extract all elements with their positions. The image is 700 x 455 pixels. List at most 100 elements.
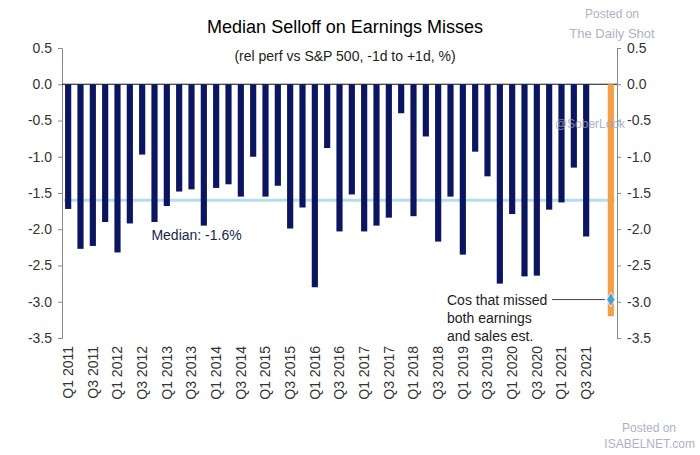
y-tick: -1.0 — [28, 149, 62, 165]
x-tick-label: Q1 2021 — [553, 346, 569, 400]
x-tick-label: Q1 2011 — [60, 346, 76, 399]
x-tick: Q3 2018 — [430, 346, 446, 400]
y2-tick: -2.5 — [617, 257, 651, 273]
annotation: Cos that missedboth earningsand sales es… — [447, 292, 605, 344]
y-tick-mark — [58, 157, 62, 158]
x-tick-label: Q3 2016 — [331, 346, 347, 400]
x-tick: Q1 2019 — [455, 346, 471, 400]
y2-tick-label: -3.5 — [627, 330, 651, 346]
x-tick-label: Q3 2020 — [529, 346, 545, 400]
y-tick: 0.0 — [33, 76, 62, 92]
annotation-text: both earnings — [447, 310, 532, 326]
bar — [275, 84, 281, 186]
bar — [534, 84, 540, 275]
y-tick: -2.0 — [28, 221, 62, 237]
bar — [361, 84, 367, 231]
y-tick: 0.5 — [33, 40, 62, 56]
y2-tick-mark — [617, 338, 621, 339]
x-tick-label: Q3 2021 — [578, 346, 594, 400]
y-tick-mark — [58, 229, 62, 230]
bar — [373, 84, 379, 225]
subtitle: (rel perf vs S&P 500, -1d to +1d, %) — [234, 48, 455, 64]
y-tick: -1.5 — [28, 185, 62, 201]
y2-tick-label: -2.5 — [627, 257, 651, 273]
x-tick: Q1 2021 — [553, 346, 569, 400]
bar — [90, 84, 96, 246]
x-tick-label: Q3 2019 — [479, 346, 495, 400]
y2-tick-label: -3.0 — [627, 294, 651, 310]
bar — [225, 84, 231, 184]
y-tick: -3.0 — [28, 294, 62, 310]
bar — [447, 84, 453, 196]
bar — [262, 84, 268, 196]
y-tick: -3.5 — [28, 330, 62, 346]
bar — [139, 84, 145, 154]
chart: Median Selloff on Earnings Misses(rel pe… — [0, 0, 700, 455]
y-tick-label: -2.5 — [28, 257, 52, 273]
y2-tick-label: -0.5 — [627, 112, 651, 128]
y-tick-mark — [58, 338, 62, 339]
y2-tick-label: 0.5 — [627, 40, 647, 56]
annotation-leader — [552, 299, 605, 300]
x-tick-label: Q1 2013 — [159, 346, 175, 400]
x-tick: Q3 2019 — [479, 346, 495, 400]
x-tick-label: Q3 2018 — [430, 346, 446, 400]
annotation-text: Cos that missed — [447, 292, 547, 308]
y2-tick-label: 0.0 — [627, 76, 647, 92]
bar — [201, 84, 207, 225]
y2-tick-mark — [617, 157, 621, 158]
watermark: @SoberLook — [555, 117, 626, 131]
y-tick-mark — [58, 302, 62, 303]
y2-tick-mark — [617, 193, 621, 194]
bar — [336, 84, 342, 231]
bar — [558, 84, 564, 202]
y-tick-mark — [58, 84, 62, 85]
bar — [509, 84, 515, 214]
x-tick-label: Q1 2015 — [257, 346, 273, 400]
y-tick-label: -0.5 — [28, 112, 52, 128]
x-tick: Q1 2018 — [405, 346, 421, 400]
x-tick-label: Q1 2018 — [405, 346, 421, 400]
x-tick-label: Q1 2014 — [208, 346, 224, 400]
median-label: Median: -1.6% — [151, 227, 241, 243]
x-tick-label: Q3 2014 — [233, 346, 249, 400]
x-tick: Q1 2011 — [60, 346, 76, 399]
y2-tick: -2.0 — [617, 221, 651, 237]
y-tick: -0.5 — [28, 112, 62, 128]
y2-tick-mark — [617, 229, 621, 230]
bar — [188, 84, 194, 189]
x-tick-label: Q1 2012 — [109, 346, 125, 400]
bar — [164, 84, 170, 206]
y-tick-label: 0.0 — [33, 76, 53, 92]
bar — [398, 84, 404, 113]
bar — [386, 84, 392, 217]
x-tick: Q3 2017 — [381, 346, 397, 400]
y2-tick-mark — [617, 302, 621, 303]
y2-tick: 0.0 — [617, 76, 647, 92]
bar — [460, 84, 466, 254]
bar — [497, 84, 503, 283]
y2-axis-line — [618, 49, 622, 339]
watermark: ISABELNET.com — [604, 437, 695, 451]
x-tick-label: Q3 2011 — [85, 346, 101, 399]
x-tick-label: Q1 2017 — [356, 346, 372, 400]
x-tick: Q1 2017 — [356, 346, 372, 400]
x-tick: Q1 2013 — [159, 346, 175, 400]
bar — [423, 84, 429, 136]
y-tick-mark — [58, 48, 62, 49]
watermark: Posted on — [585, 7, 639, 21]
watermark: The Daily Shot — [569, 26, 655, 41]
bar — [410, 84, 416, 216]
y-tick-label: 0.5 — [33, 40, 53, 56]
y2-tick: -1.0 — [617, 149, 651, 165]
x-tick-label: Q1 2019 — [455, 346, 471, 400]
bar — [114, 84, 120, 252]
y2-axis: 0.50.0-0.5-1.0-1.5-2.0-2.5-3.0-3.5 — [617, 40, 651, 346]
y-tick-mark — [58, 121, 62, 122]
x-tick: Q1 2014 — [208, 346, 224, 400]
bar — [250, 84, 256, 157]
y2-tick-label: -2.0 — [627, 221, 651, 237]
x-tick: Q1 2012 — [109, 346, 125, 400]
y2-tick-mark — [617, 48, 621, 49]
x-tick: Q3 2014 — [233, 346, 249, 400]
